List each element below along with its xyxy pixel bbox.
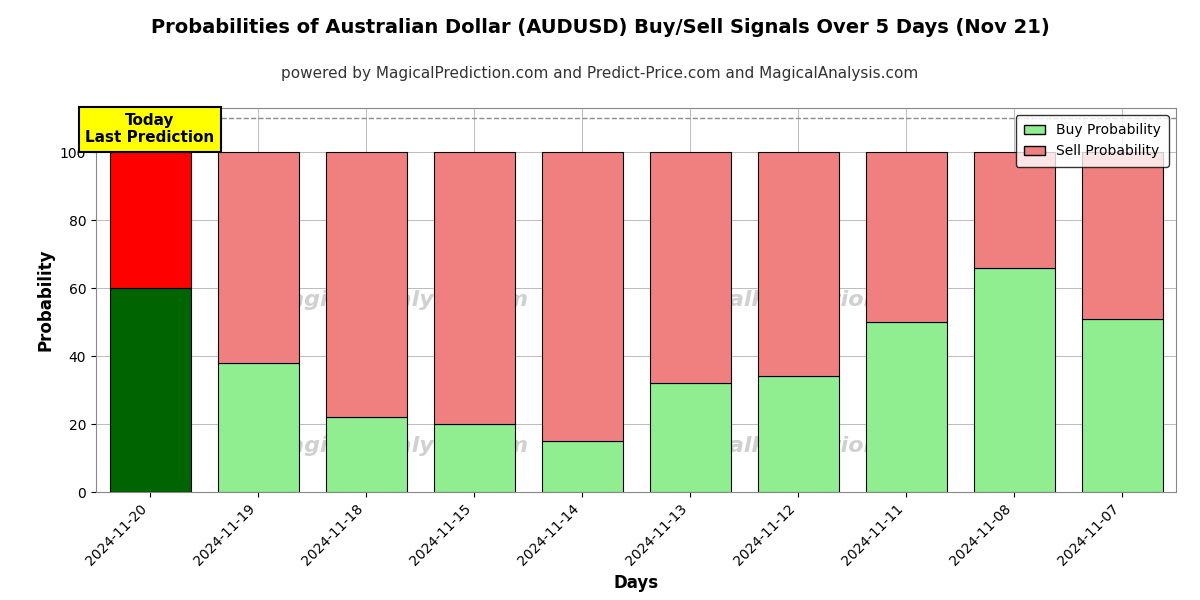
Legend: Buy Probability, Sell Probability: Buy Probability, Sell Probability [1015,115,1169,167]
Bar [325,152,407,417]
Bar [433,152,515,424]
Bar [1081,319,1163,492]
X-axis label: Days: Days [613,574,659,592]
Text: Probabilities of Australian Dollar (AUDUSD) Buy/Sell Signals Over 5 Days (Nov 21: Probabilities of Australian Dollar (AUDU… [151,18,1049,37]
Bar [217,152,299,363]
Bar [649,152,731,383]
Bar [865,322,947,492]
Bar [109,288,191,492]
Bar [325,417,407,492]
Bar [973,268,1055,492]
Text: Today
Last Prediction: Today Last Prediction [85,113,215,145]
Bar [649,383,731,492]
Bar [217,363,299,492]
Text: MagicalPrediction.com: MagicalPrediction.com [655,436,941,456]
Bar [433,424,515,492]
Text: MagicalPrediction.com: MagicalPrediction.com [655,290,941,310]
Bar [109,152,191,288]
Bar [757,376,839,492]
Bar [757,152,839,376]
Bar [973,152,1055,268]
Bar [865,152,947,322]
Y-axis label: Probability: Probability [36,249,54,351]
Text: powered by MagicalPrediction.com and Predict-Price.com and MagicalAnalysis.com: powered by MagicalPrediction.com and Pre… [281,66,919,81]
Text: MagicalAnalysis.com: MagicalAnalysis.com [268,436,529,456]
Bar [541,441,623,492]
Bar [1081,152,1163,319]
Bar [541,152,623,441]
Text: MagicalAnalysis.com: MagicalAnalysis.com [268,290,529,310]
